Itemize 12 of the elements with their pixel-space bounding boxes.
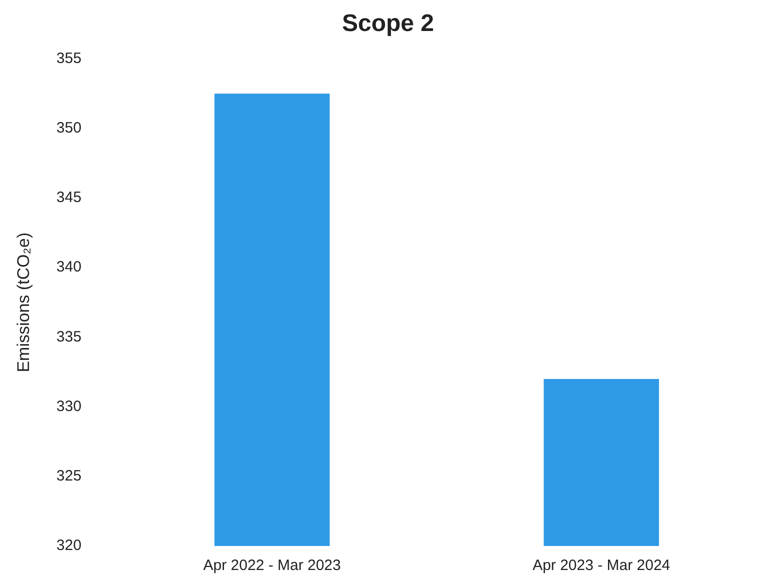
x-tick-label: Apr 2023 - Mar 2024: [532, 557, 670, 574]
y-tick-label: 335: [56, 328, 82, 346]
y-axis-title: Emissions (tCO₂e): [14, 232, 33, 372]
y-tick-label: 330: [56, 398, 82, 415]
y-tick-label: 350: [56, 120, 82, 137]
y-tick-label: 345: [56, 189, 82, 206]
y-tick-label: 340: [56, 258, 82, 276]
y-tick-label: 320: [56, 537, 82, 554]
x-tick-label: Apr 2022 - Mar 2023: [203, 557, 341, 574]
y-tick-label: 355: [56, 50, 82, 67]
y-tick-label: 325: [56, 468, 82, 485]
chart-title: Scope 2: [342, 10, 434, 38]
